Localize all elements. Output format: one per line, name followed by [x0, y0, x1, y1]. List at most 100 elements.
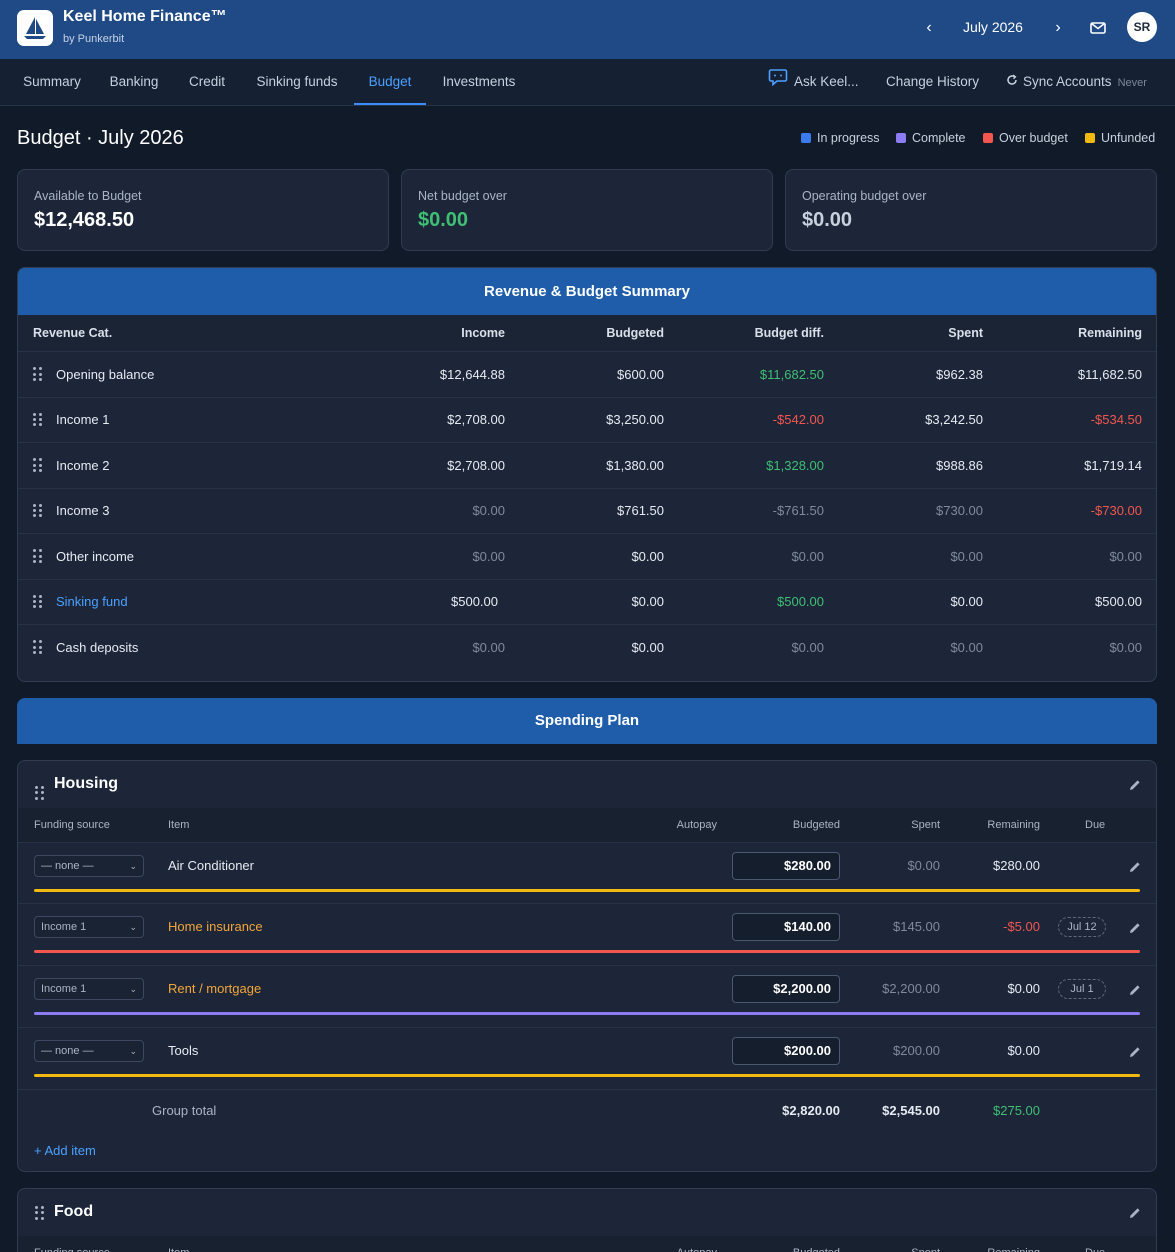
- select-value: — none —: [41, 1045, 94, 1057]
- tab-credit[interactable]: Credit: [188, 74, 225, 89]
- legend-swatch: [983, 133, 993, 143]
- ask-keel-button[interactable]: Ask Keel...: [768, 59, 859, 105]
- table-row: Opening balance $12,644.88 $600.00 $11,6…: [18, 351, 1156, 397]
- status-bar-unfunded: [34, 889, 1140, 892]
- status-bar-complete: [34, 1012, 1140, 1015]
- funding-source-select[interactable]: Income 1 ⌄: [34, 978, 144, 1000]
- sinking-fund-link[interactable]: Sinking fund: [56, 594, 128, 610]
- revenue-budgeted: $761.50: [617, 503, 664, 519]
- col-remaining: Remaining: [1078, 326, 1142, 340]
- drag-handle-icon[interactable]: [33, 367, 43, 381]
- app-header: Keel Home Finance™ by Punkerbit ‹ July 2…: [0, 0, 1175, 59]
- drag-handle-icon[interactable]: [33, 594, 43, 609]
- change-history-link[interactable]: Change History: [886, 74, 980, 89]
- revenue-remaining: $500.00: [1095, 594, 1142, 610]
- legend-unfunded: Unfunded: [1085, 131, 1155, 145]
- tab-sinking-funds[interactable]: Sinking funds: [256, 74, 338, 89]
- avatar[interactable]: SR: [1127, 12, 1157, 42]
- revenue-diff: $1,328.00: [766, 457, 824, 473]
- card-label: Operating budget over: [802, 189, 927, 203]
- revenue-spent: $962.38: [936, 366, 983, 382]
- chat-icon: [768, 59, 788, 105]
- chevron-down-icon: ⌄: [129, 861, 137, 871]
- drag-handle-icon[interactable]: [33, 640, 43, 654]
- col-funding-source: Funding source: [34, 819, 110, 831]
- group-total-row: Group total $2,820.00 $2,545.00 $275.00: [18, 1089, 1156, 1131]
- col-autopay: Autopay: [676, 819, 717, 831]
- funding-source-select[interactable]: — none — ⌄: [34, 855, 144, 877]
- edit-pencil-icon[interactable]: [1128, 983, 1142, 997]
- drag-handle-icon[interactable]: [33, 549, 43, 563]
- group-total-remaining: $275.00: [993, 1103, 1040, 1118]
- group-total-budgeted: $2,820.00: [782, 1103, 840, 1118]
- legend-over-budget: Over budget: [983, 131, 1068, 145]
- legend-label: Unfunded: [1101, 131, 1156, 145]
- revenue-spent: $0.00: [950, 594, 983, 610]
- prev-month-button[interactable]: ‹: [926, 19, 932, 36]
- revenue-remaining: $0.00: [1109, 639, 1142, 655]
- item-spent: $200.00: [893, 1043, 940, 1058]
- edit-group-pencil-icon[interactable]: [1128, 778, 1142, 792]
- card-value: $0.00: [418, 209, 469, 231]
- revenue-diff: $0.00: [791, 639, 824, 655]
- col-funding-source: Funding source: [34, 1236, 110, 1252]
- revenue-table-header: Revenue Cat. Income Budgeted Budget diff…: [18, 315, 1156, 351]
- edit-pencil-icon[interactable]: [1128, 860, 1142, 874]
- revenue-diff: $11,682.50: [759, 366, 824, 382]
- sync-accounts-button[interactable]: Sync Accounts Never: [1006, 59, 1147, 105]
- col-budgeted: Budgeted: [792, 819, 840, 831]
- tab-summary[interactable]: Summary: [23, 74, 81, 89]
- col-remaining: Remaining: [987, 819, 1040, 831]
- drag-handle-icon[interactable]: [33, 503, 43, 518]
- drag-handle-icon[interactable]: [35, 786, 45, 800]
- add-item-button[interactable]: + Add item: [34, 1143, 96, 1158]
- status-bar-unfunded: [34, 1074, 1140, 1077]
- table-row: Other income $0.00 $0.00 $0.00 $0.00 $0.…: [18, 533, 1156, 579]
- item-name: Tools: [168, 1043, 199, 1058]
- legend-swatch: [896, 133, 906, 143]
- revenue-diff: -$761.50: [772, 503, 824, 519]
- ask-keel-label: Ask Keel...: [794, 74, 859, 89]
- item-remaining: $280.00: [993, 858, 1040, 873]
- revenue-budgeted: $1,380.00: [606, 457, 664, 473]
- item-remaining: -$5.00: [1003, 919, 1040, 934]
- budgeted-input[interactable]: $140.00: [732, 913, 840, 941]
- sync-label: Sync Accounts: [1023, 74, 1112, 89]
- drag-handle-icon[interactable]: [35, 1206, 45, 1220]
- edit-group-pencil-icon[interactable]: [1128, 1206, 1142, 1220]
- revenue-summary-title: Revenue & Budget Summary: [18, 268, 1156, 315]
- legend-in-progress: In progress: [801, 131, 880, 145]
- current-month: July 2026: [963, 19, 1023, 35]
- tab-investments[interactable]: Investments: [442, 74, 516, 89]
- revenue-diff: $500.00: [777, 594, 824, 610]
- next-month-button[interactable]: ›: [1055, 19, 1061, 36]
- revenue-income: $12,644.88: [439, 366, 505, 382]
- funding-source-select[interactable]: — none — ⌄: [34, 1040, 144, 1062]
- budgeted-input[interactable]: $200.00: [732, 1037, 840, 1065]
- col-item: Item: [168, 1236, 189, 1252]
- mail-icon[interactable]: [1088, 18, 1108, 38]
- revenue-spent: $0.00: [950, 548, 983, 564]
- funding-source-select[interactable]: Income 1 ⌄: [34, 916, 144, 938]
- budgeted-input[interactable]: $2,200.00: [732, 975, 840, 1003]
- col-spent: Spent: [858, 1236, 940, 1252]
- revenue-diff: $0.00: [791, 548, 824, 564]
- revenue-budgeted: $3,250.00: [606, 412, 664, 428]
- revenue-name: Income 2: [56, 457, 110, 473]
- revenue-remaining: $1,719.14: [1084, 457, 1142, 473]
- group-title: Food: [54, 1203, 94, 1220]
- drag-handle-icon[interactable]: [33, 458, 43, 472]
- operating-budget-over-card: Operating budget over $0.00: [785, 169, 1157, 251]
- revenue-name: Income 1: [56, 412, 110, 428]
- tab-budget[interactable]: Budget: [354, 59, 426, 105]
- edit-pencil-icon[interactable]: [1128, 1045, 1142, 1059]
- card-label: Available to Budget: [34, 189, 142, 203]
- edit-pencil-icon[interactable]: [1128, 921, 1142, 935]
- table-row: Sinking fund $500.00 $0.00 $500.00 $0.00…: [18, 578, 1156, 625]
- card-label: Net budget over: [418, 189, 507, 203]
- budgeted-input[interactable]: $280.00: [732, 852, 840, 880]
- tab-banking[interactable]: Banking: [109, 74, 159, 89]
- drag-handle-icon[interactable]: [33, 412, 43, 427]
- table-row: Income 3 $0.00 $761.50 -$761.50 $730.00 …: [18, 487, 1156, 534]
- item-name: Rent / mortgage: [168, 981, 262, 996]
